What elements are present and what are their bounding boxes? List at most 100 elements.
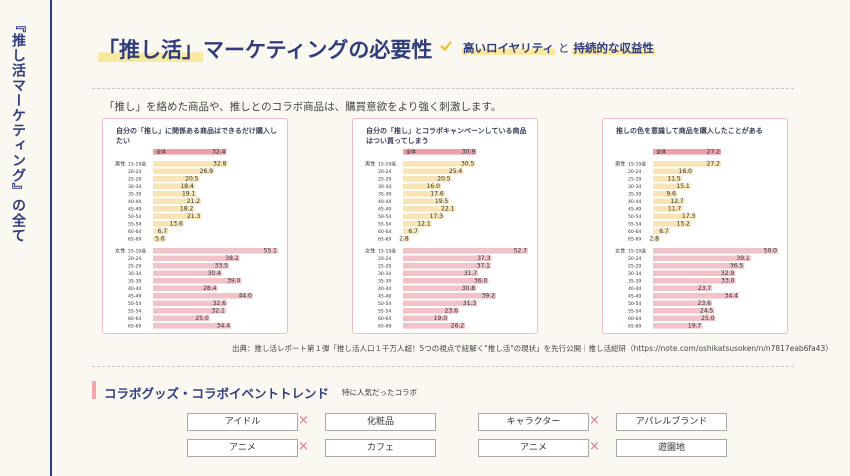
group-label: 女性 <box>365 247 375 255</box>
bar-female <box>403 293 496 299</box>
bar-male <box>403 191 445 197</box>
tick-label: 55-54 <box>378 222 391 228</box>
data-label: 5.6 <box>155 236 165 243</box>
bar-male <box>653 206 683 212</box>
tick-label: 40-44 <box>378 286 391 292</box>
tick-label: 30-34 <box>628 184 641 190</box>
data-label: 30.5 <box>461 161 475 168</box>
bar-female <box>153 285 218 292</box>
tick-label: 40-44 <box>628 286 641 292</box>
intro-text: 「推し」を絡めた商品や、推しとのコラボ商品は、購買意欲をより強く刺激します。 <box>104 101 502 113</box>
bar-female <box>403 315 449 322</box>
bar-female <box>653 270 736 277</box>
data-label: 13.6 <box>169 221 183 228</box>
data-label: 33.0 <box>721 278 735 285</box>
data-label: 12.1 <box>417 221 431 228</box>
tick-label: 50-54 <box>378 214 391 220</box>
tick-label: 60-64 <box>378 316 391 322</box>
cross-icon: × <box>298 439 309 454</box>
bar-female <box>403 308 459 314</box>
data-label: 27.2 <box>707 161 721 168</box>
collab-tag-cafe: カフェ <box>325 439 436 457</box>
data-label: 25.4 <box>449 168 463 175</box>
cross-icon: × <box>589 439 600 454</box>
data-label: 6.7 <box>659 228 669 235</box>
data-label: 17.6 <box>430 191 444 198</box>
data-label: 52.7 <box>514 248 528 255</box>
tick-label: 65-69 <box>378 237 391 243</box>
data-label: 16.0 <box>679 168 693 175</box>
data-label: 23.7 <box>698 285 712 292</box>
tick-label: 45-49 <box>378 294 391 300</box>
data-label: 34.4 <box>217 323 231 330</box>
chart-card-2: 自分の「推し」とコラボキャンペーンしている商品はつい買ってしまう 全体 30.9 男… <box>352 118 538 334</box>
chart-title: 自分の「推し」とコラボキャンペーンしている商品はつい買ってしまう <box>366 127 527 145</box>
collab-tag-apparel: アパレルブランド <box>616 413 727 431</box>
tick-label: 30-34 <box>378 184 391 190</box>
total-label: 全体 <box>656 149 666 156</box>
tick-label: 45-49 <box>628 294 641 300</box>
bar-male <box>653 236 660 242</box>
data-label: 32.4 <box>212 149 226 156</box>
data-label: 11.7 <box>668 206 682 213</box>
tick-label: 25-29 <box>378 264 391 270</box>
tick-label: 50-54 <box>378 301 391 307</box>
bar-male <box>153 183 195 190</box>
tick-label: 55-54 <box>128 309 141 315</box>
tick-label: 55-54 <box>628 222 641 228</box>
tick-label: 65-69 <box>628 324 641 330</box>
tick-label: 50-54 <box>128 214 141 220</box>
bar-male <box>653 176 682 182</box>
data-label: 22.1 <box>441 206 455 213</box>
bar-male <box>653 161 721 167</box>
page-title: 「推し活」マーケティングの必要性 <box>98 34 432 64</box>
tick-label: 35-39 <box>628 192 641 198</box>
data-label: 27.2 <box>707 149 721 156</box>
tick-label: 45-49 <box>628 207 641 213</box>
bar-male <box>653 191 677 197</box>
data-label: 12.7 <box>670 198 684 205</box>
data-label: 39.1 <box>736 255 750 262</box>
bar-male <box>653 221 691 227</box>
data-label: 37.3 <box>477 255 491 262</box>
data-label: 21.2 <box>187 198 201 205</box>
tick-label: 15-19歳 <box>628 248 646 255</box>
data-label: 31.3 <box>463 300 477 307</box>
total-label: 全体 <box>406 149 416 156</box>
bar-female <box>153 278 242 284</box>
bar-male <box>153 206 195 212</box>
tick-label: 40-44 <box>128 286 141 292</box>
bar-male <box>403 228 419 235</box>
tick-label: 40-44 <box>378 199 391 205</box>
tick-label: 15-19歳 <box>378 248 396 255</box>
tick-label: 40-44 <box>628 199 641 205</box>
data-label: 26.2 <box>451 323 465 330</box>
tagline: 高いロイヤリティと持続的な収益性 <box>462 40 655 56</box>
bar-female <box>153 315 210 322</box>
check-icon <box>440 41 452 51</box>
bar-female <box>153 308 226 314</box>
bar-male <box>403 213 445 220</box>
bar-female <box>403 263 491 269</box>
chart-title: 自分の「推し」に関係ある商品はできるだけ購入したい <box>116 127 277 145</box>
tick-label: 40-44 <box>128 199 141 205</box>
tick-label: 55-54 <box>378 309 391 315</box>
tick-label: 25-29 <box>628 177 641 183</box>
chart-card-3: 推しの色を意識して商品を購入したことがある 全体 27.2 男性 15-19歳 27.2… <box>602 118 788 334</box>
group-label: 男性 <box>115 160 125 168</box>
data-label: 30.8 <box>462 285 476 292</box>
collab-tag-amusement-park: 遊園地 <box>616 439 727 457</box>
tick-label: 20-24 <box>128 256 141 262</box>
data-label: 21.3 <box>187 213 201 220</box>
bar-male <box>153 176 200 182</box>
tick-label: 20-24 <box>378 169 391 175</box>
section-title: コラボグッズ・コラボイベントトレンド <box>104 386 330 401</box>
tick-label: 20-24 <box>128 169 141 175</box>
tick-label: 25-29 <box>628 264 641 270</box>
tick-label: 20-24 <box>628 169 641 175</box>
tick-label: 15-19歳 <box>128 248 146 255</box>
data-label: 39.2 <box>482 293 496 300</box>
tick-label: 45-49 <box>378 207 391 213</box>
tick-label: 65-69 <box>628 237 641 243</box>
bar-male <box>153 161 228 167</box>
